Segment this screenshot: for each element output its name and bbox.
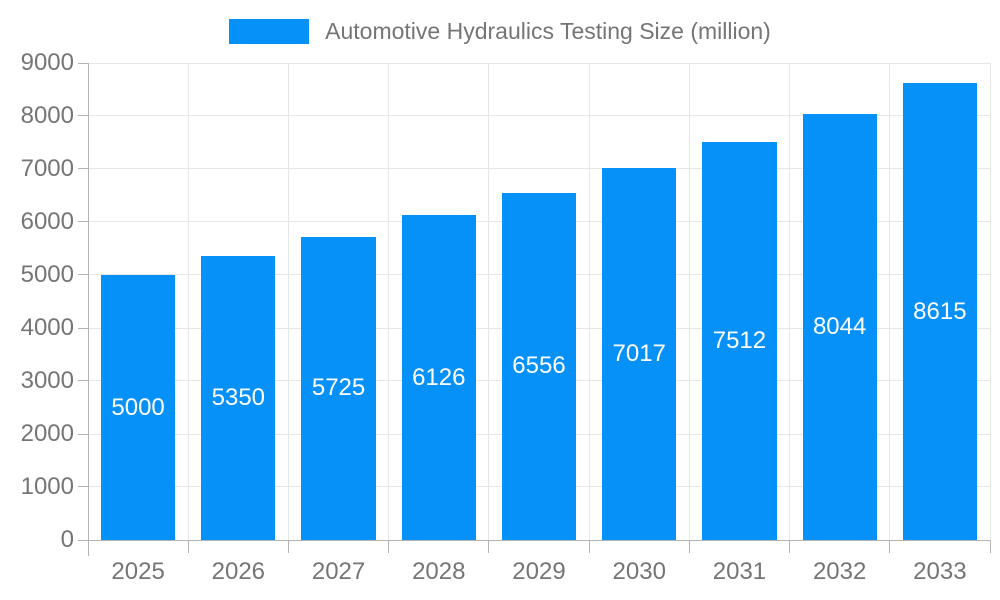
y-gridline [88,115,990,117]
bar-value-label: 7017 [612,340,666,368]
y-tick [78,221,88,223]
x-tick [989,540,991,553]
y-gridline [88,168,990,170]
bar-value-label: 6556 [512,352,566,380]
y-tick [78,62,88,64]
y-tick [78,433,88,435]
x-axis-label: 2029 [512,558,566,585]
y-tick [78,380,88,382]
bar: 8044 [802,113,877,540]
x-gridline [388,63,390,540]
bar-value-label: 6126 [412,363,466,391]
y-gridline [88,62,990,64]
y-tick [78,539,88,541]
y-tick [78,115,88,117]
bar: 6126 [401,215,476,540]
y-axis-label: 6000 [20,207,74,235]
x-gridline [989,63,991,540]
bar: 8615 [902,83,977,540]
bar-value-label: 5725 [311,374,366,402]
x-tick [789,540,791,553]
x-tick [388,540,390,553]
y-axis-label: 0 [60,526,74,553]
y-axis-label: 9000 [20,49,74,76]
y-axis-label: 4000 [20,314,74,341]
bar: 7017 [602,168,677,540]
x-tick [889,540,891,553]
x-gridline [588,63,590,540]
x-gridline [789,63,791,540]
y-axis-label: 5000 [20,261,74,288]
bar-value-label: 5350 [211,384,266,412]
y-axis-label: 1000 [20,473,74,500]
x-axis-label: 2033 [913,558,967,585]
x-axis-label: 2032 [812,558,867,585]
bar: 7512 [702,141,777,540]
x-axis-label: 2030 [612,558,666,585]
bar: 6556 [501,192,577,540]
y-tick [78,168,88,170]
x-tick [488,540,490,553]
bar: 5000 [101,275,176,540]
x-gridline [488,63,490,540]
x-tick [588,540,590,553]
legend-swatch [229,18,310,44]
y-axis-label: 8000 [20,102,74,129]
y-axis-line [88,63,89,556]
x-axis-label: 2026 [211,558,266,585]
y-axis-label: 2000 [20,420,74,447]
x-tick [287,540,289,553]
x-gridline [187,63,189,540]
x-gridline [287,63,289,540]
x-axis-label: 2028 [412,558,466,585]
x-axis-label: 2031 [712,558,767,585]
x-axis-label: 2027 [311,558,366,585]
plot-area: 0 1000 2000 3000 4000 5000 6000 7000 8000 9000 500… [21,49,991,585]
y-gridline [88,539,990,541]
bar: 5350 [201,256,276,540]
y-axis-label: 3000 [20,366,74,394]
y-tick [78,327,88,329]
y-tick [78,274,88,276]
bar-value-label: 5000 [111,393,165,421]
y-axis-label: 7000 [20,155,74,182]
x-tick [187,540,189,553]
x-tick [688,540,690,553]
bar-value-label: 7512 [712,326,767,354]
bar-value-label: 8615 [913,297,967,325]
x-gridline [889,63,891,540]
y-tick [78,486,88,488]
legend-label: Automotive Hydraulics Testing Size (mill… [325,17,771,44]
x-gridline [688,63,690,540]
x-axis-label: 2025 [111,558,165,585]
bar: 5725 [301,236,376,540]
chart-legend: Automotive Hydraulics Testing Size (mill… [0,14,1000,48]
bar-value-label: 8044 [812,312,867,340]
